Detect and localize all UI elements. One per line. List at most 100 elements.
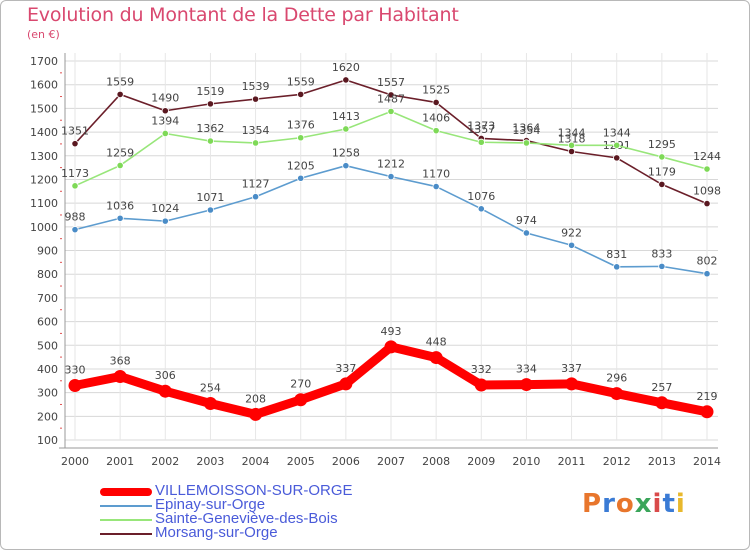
series-point	[474, 378, 488, 392]
y-tick-label: 600	[37, 316, 58, 329]
series-point	[339, 377, 353, 391]
series-point	[251, 95, 260, 103]
legend-label: Sainte-Geneviève-des-Bois	[155, 510, 338, 527]
x-tick-label: 2001	[106, 455, 134, 468]
series-point	[567, 141, 576, 149]
data-label: 332	[471, 363, 492, 376]
series-point	[567, 241, 576, 249]
legend-label: Morsang-sur-Orge	[155, 524, 278, 541]
series-point	[655, 396, 669, 410]
y-tick-label: 800	[37, 268, 58, 281]
x-tick-label: 2006	[332, 455, 360, 468]
data-label: 1525	[422, 83, 450, 96]
series-point	[206, 100, 215, 108]
data-label: 368	[110, 355, 131, 368]
data-label: 802	[697, 255, 718, 268]
series-point	[158, 384, 172, 398]
data-label: 1539	[242, 80, 270, 93]
y-tick-label: 1700	[30, 55, 58, 68]
data-label: 1212	[377, 158, 405, 171]
x-tick-label: 2005	[287, 455, 315, 468]
data-label: 1076	[467, 190, 495, 203]
series-point	[387, 172, 395, 181]
data-label: 330	[65, 364, 86, 377]
data-label: 1318	[558, 132, 586, 145]
series-point	[384, 340, 398, 354]
data-label: 831	[606, 248, 627, 261]
series-point	[71, 182, 79, 190]
legend-swatch	[100, 488, 152, 496]
logo-letter: o	[615, 489, 635, 519]
line-chart: 1002003004005006007008009001000110012001…	[30, 53, 721, 468]
series-point	[342, 76, 350, 84]
logo-letter: t	[662, 489, 676, 519]
data-label: 254	[200, 382, 221, 395]
series-point	[703, 199, 711, 208]
data-label: 1205	[287, 159, 315, 172]
legend-swatch	[100, 519, 152, 521]
series-point	[610, 387, 624, 401]
series-point	[116, 90, 124, 98]
series-point	[477, 205, 485, 213]
series-point	[294, 393, 308, 407]
data-label: 1127	[242, 178, 270, 191]
series-point	[116, 214, 124, 222]
logo-letter: i	[652, 489, 663, 519]
legend-swatch	[100, 533, 152, 535]
x-tick-label: 2014	[693, 455, 721, 468]
series-point	[297, 134, 305, 142]
series-point	[613, 141, 621, 149]
x-tick-label: 2008	[422, 455, 450, 468]
legend-swatch	[100, 505, 152, 507]
data-label: 1179	[648, 165, 676, 178]
logo-letter: i	[675, 489, 686, 519]
series-point	[522, 229, 531, 237]
series-point	[71, 226, 79, 234]
data-label: 1519	[196, 85, 224, 98]
x-tick-label: 2002	[151, 455, 179, 468]
series-point	[161, 217, 169, 225]
series-point	[387, 107, 395, 116]
data-label: 1351	[61, 125, 89, 138]
data-label: 448	[426, 336, 447, 349]
data-label: 306	[155, 369, 176, 382]
series-point	[203, 397, 217, 411]
series-point	[161, 107, 169, 115]
data-label: 974	[516, 214, 537, 227]
series-point	[477, 138, 485, 146]
data-label: 1487	[377, 92, 405, 105]
series-point	[432, 182, 440, 191]
x-tick-label: 2009	[467, 455, 495, 468]
series-point	[342, 162, 350, 170]
series-point	[658, 262, 666, 270]
data-label: 988	[65, 211, 86, 224]
y-tick-label: 100	[37, 434, 58, 447]
y-tick-label: 400	[37, 363, 58, 376]
proxiti-logo: Proxiti	[582, 489, 686, 519]
chart-subtitle: (en €)	[27, 28, 60, 41]
data-label: 1376	[287, 119, 315, 132]
series-point	[567, 147, 576, 156]
series-point	[429, 351, 443, 365]
data-label: 1344	[603, 126, 631, 139]
series-point	[700, 405, 714, 419]
series-point	[251, 193, 260, 201]
data-label: 1170	[422, 168, 450, 181]
series-point	[703, 165, 711, 173]
series-point	[432, 98, 440, 107]
data-label: 1394	[151, 114, 179, 127]
x-tick-label: 2013	[648, 455, 676, 468]
x-tick-label: 2012	[603, 455, 631, 468]
data-label: 1490	[151, 92, 179, 105]
data-label: 1373	[467, 119, 495, 132]
data-label: 1344	[558, 126, 586, 139]
series-point	[658, 180, 666, 189]
series-point	[116, 161, 124, 170]
x-tick-label: 2007	[377, 455, 405, 468]
y-tick-label: 1100	[30, 197, 58, 210]
data-label: 1295	[648, 138, 676, 151]
y-tick-label: 200	[37, 410, 58, 423]
y-tick-label: 900	[37, 245, 58, 258]
series-point	[613, 154, 621, 162]
data-label: 1620	[332, 61, 360, 74]
